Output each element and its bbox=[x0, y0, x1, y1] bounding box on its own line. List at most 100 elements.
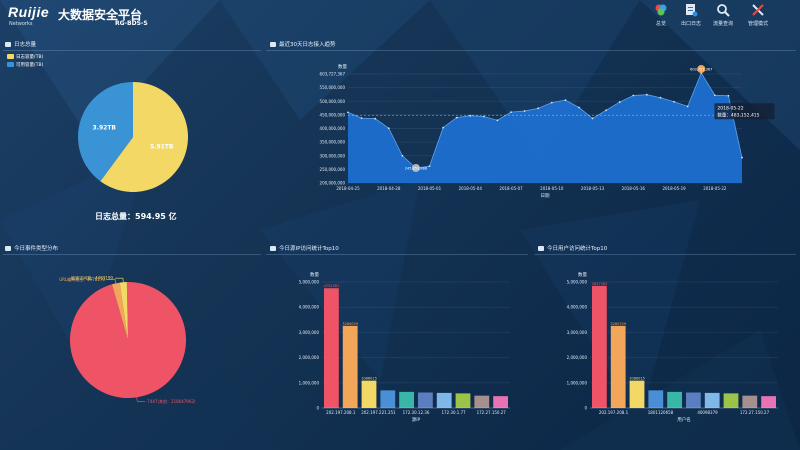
x-tick-label: 172.27.150.27 bbox=[740, 410, 770, 415]
divider bbox=[266, 254, 528, 255]
bar-value-label: 3260759 bbox=[610, 322, 626, 326]
max-marker bbox=[697, 64, 706, 73]
y-tick-label: 350,000,000 bbox=[320, 140, 346, 145]
y-tick-label: 3,000,000 bbox=[299, 330, 320, 335]
data-point bbox=[455, 116, 458, 119]
data-point bbox=[537, 107, 540, 110]
nav-label: 管理模式 bbox=[747, 21, 768, 27]
data-point bbox=[713, 94, 716, 97]
pie-slice bbox=[78, 82, 133, 182]
pie-slice bbox=[100, 82, 188, 193]
x-tick-label: 2018-05-19 bbox=[662, 186, 686, 191]
x-tick-label: 2018-05-04 bbox=[459, 186, 483, 191]
legend-item[interactable]: 可用容量(TB) bbox=[7, 62, 43, 68]
bar-value-label: 4752381 bbox=[324, 284, 340, 288]
x-tick-label: 202.197.208.1 bbox=[599, 410, 629, 415]
bar bbox=[380, 390, 396, 408]
y-tick-label: 250,000,000 bbox=[320, 167, 346, 172]
y-axis-title: 数量 bbox=[578, 271, 587, 278]
bar bbox=[610, 325, 626, 408]
y-tick-label: 2,000,000 bbox=[567, 355, 588, 360]
nav-export-log-button[interactable]: 出口日志 bbox=[671, 3, 711, 27]
user-top10-title: 今日用户访问统计Top10 bbox=[538, 244, 607, 252]
pie-slice-label: URL编码攻击：4978170 bbox=[59, 276, 105, 282]
pie-slice bbox=[119, 282, 128, 340]
area-fill bbox=[348, 72, 742, 183]
brand-logo: Ruijie bbox=[8, 4, 50, 20]
y-tick-label: 4,000,000 bbox=[299, 305, 320, 310]
bar bbox=[592, 285, 607, 408]
pie-slice bbox=[111, 282, 128, 340]
tooltip-value: 数量：483,152,415 bbox=[717, 111, 759, 118]
data-point bbox=[387, 127, 390, 130]
data-point bbox=[496, 119, 499, 122]
y-tick-label: 450,000,000 bbox=[320, 112, 346, 117]
max-label: 603,727,367 bbox=[690, 67, 712, 71]
y-axis-title: 数量 bbox=[338, 63, 347, 70]
bar bbox=[324, 288, 339, 408]
y-tick-label: 3,000,000 bbox=[567, 330, 588, 335]
bar bbox=[399, 391, 414, 408]
nav-traffic-search-button[interactable]: 流量查询 bbox=[703, 3, 743, 27]
y-tick-label: 0 bbox=[316, 406, 319, 411]
min-label: 245,859,888 bbox=[405, 167, 427, 171]
x-tick-label: 1801120658 bbox=[648, 410, 674, 415]
panel-icon bbox=[270, 246, 276, 251]
x-tick-label: 172.30.1.77 bbox=[442, 410, 467, 415]
nav-overview-button[interactable]: 总览 bbox=[641, 3, 681, 27]
nav-admin-mode-button[interactable]: 管理模式 bbox=[738, 3, 778, 27]
bar bbox=[761, 396, 776, 408]
data-point bbox=[578, 106, 580, 109]
overview-icon bbox=[655, 4, 667, 16]
bar bbox=[455, 393, 471, 408]
bar-value-label: 1086015 bbox=[629, 377, 645, 381]
data-point bbox=[442, 126, 445, 129]
src-top10-title: 今日源IP访问统计Top10 bbox=[270, 244, 339, 252]
nav-label: 总览 bbox=[655, 21, 666, 27]
admin-mode-icon bbox=[752, 4, 764, 16]
pie-label-line bbox=[114, 277, 124, 283]
y-tick-label: 500,000,000 bbox=[320, 99, 346, 104]
user-bar-chart: 数量 0 1,000,000 2,000,000 3,000,000 4,000,000 5… bbox=[567, 271, 778, 423]
panel-icon bbox=[5, 42, 11, 47]
log-trend-area-chart: 数量 200,000,000 250,000,000 300,000,000 350,0… bbox=[320, 63, 775, 199]
data-point bbox=[645, 93, 648, 96]
x-tick-label: 2018-05-07 bbox=[499, 186, 523, 191]
app-header: Ruijie Networks 大数据安全平台 RG-BDS-S 总览 出口日志… bbox=[0, 0, 800, 36]
x-tick-label: 2018-05-16 bbox=[622, 186, 646, 191]
x-tick-label: 2018-05-22 bbox=[703, 186, 727, 191]
y-tick-label: 1,000,000 bbox=[567, 380, 588, 385]
divider bbox=[3, 254, 261, 255]
bar-value-label: 4847383 bbox=[592, 282, 608, 286]
y-tick-label: 300,000,000 bbox=[320, 153, 346, 158]
bar bbox=[723, 393, 739, 408]
data-point bbox=[482, 115, 485, 118]
bar bbox=[742, 395, 758, 408]
x-tick-label: 2018-05-01 bbox=[418, 186, 442, 191]
y-axis-title: 数量 bbox=[310, 271, 319, 278]
divider bbox=[534, 254, 796, 255]
x-tick-label: 202.197.221.251 bbox=[361, 410, 396, 415]
data-point bbox=[360, 117, 363, 120]
bar bbox=[361, 380, 377, 408]
x-tick-label: 40098379 bbox=[697, 410, 718, 415]
data-point bbox=[523, 110, 526, 112]
bar bbox=[648, 390, 664, 408]
x-axis-title: 用户名 bbox=[677, 416, 691, 423]
data-point bbox=[686, 105, 689, 108]
pie-slice-label: 5.91TB bbox=[150, 143, 174, 150]
bar bbox=[342, 325, 358, 408]
y-tick-label: 603,727,367 bbox=[320, 72, 346, 77]
bar bbox=[667, 391, 682, 408]
y-tick-label: 400,000,000 bbox=[320, 126, 346, 131]
data-point bbox=[605, 109, 608, 112]
event-types-title: 今日事件类型分布 bbox=[5, 244, 58, 252]
legend-item[interactable]: 日志容量(TB) bbox=[7, 54, 43, 60]
pie-label-line bbox=[106, 279, 117, 284]
min-marker bbox=[411, 164, 420, 173]
export-log-icon bbox=[686, 4, 698, 17]
y-tick-label: 1,000,000 bbox=[299, 380, 320, 385]
x-tick-label: 2018-05-10 bbox=[540, 186, 564, 191]
app-title: 大数据安全平台 bbox=[58, 8, 143, 22]
data-point bbox=[428, 165, 431, 168]
